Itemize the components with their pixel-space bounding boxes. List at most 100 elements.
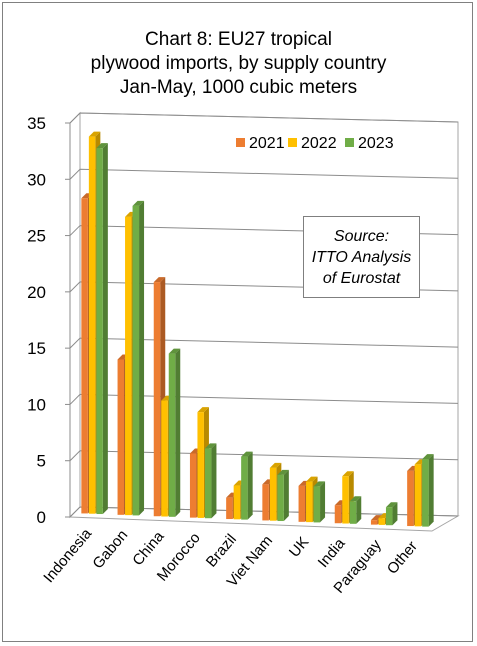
bar-front xyxy=(262,484,269,521)
bar-top xyxy=(204,443,217,449)
bar-front xyxy=(189,453,197,518)
bar-side xyxy=(356,496,362,524)
bar-side xyxy=(211,443,217,519)
legend-swatch xyxy=(288,138,297,147)
bar-front xyxy=(407,470,414,527)
y-tick-label: 25 xyxy=(27,227,46,246)
bar-front xyxy=(81,198,88,514)
bar-front xyxy=(197,412,204,518)
bar-2023 xyxy=(241,451,253,520)
y-tick-label: 5 xyxy=(37,452,46,471)
x-tick-label: Indonesia xyxy=(40,525,95,586)
bar-front xyxy=(153,282,161,517)
chart-title: Chart 8: EU27 tropical plywood imports, … xyxy=(0,28,477,100)
bar-2023 xyxy=(385,502,398,526)
bar-front xyxy=(422,459,429,527)
y-axis: 0 5 10 15 20 25 30 35 xyxy=(27,114,71,527)
bar-side xyxy=(247,451,253,520)
bar-front xyxy=(342,476,349,524)
gridline xyxy=(69,450,459,462)
bar-front xyxy=(117,359,125,515)
bar-side xyxy=(392,502,398,526)
y-tick-label: 30 xyxy=(27,170,46,189)
legend-label: 2021 xyxy=(249,135,285,152)
bars xyxy=(81,131,434,527)
gridline xyxy=(69,506,459,518)
bar-front xyxy=(161,400,168,517)
bar-front xyxy=(306,481,313,523)
legend: 2021 2022 2023 xyxy=(236,135,394,152)
bar-2023 xyxy=(204,443,217,519)
bar-top xyxy=(313,481,326,487)
bar-top xyxy=(241,451,253,457)
bar-side xyxy=(102,143,108,515)
bar-top xyxy=(96,143,108,149)
bar-front xyxy=(125,216,132,516)
chart-title-line-3: Jan-May, 1000 cubic meters xyxy=(119,77,358,98)
bar-front xyxy=(349,501,357,524)
bar-2023 xyxy=(313,481,326,523)
bar-top xyxy=(132,200,145,206)
bar-2023 xyxy=(422,454,434,527)
y-tick-label: 10 xyxy=(27,395,46,414)
bar-2023 xyxy=(168,348,181,517)
bar-top xyxy=(342,471,354,477)
x-tick-label: Gabon xyxy=(89,527,131,572)
bar-top xyxy=(197,407,209,413)
legend-swatch xyxy=(345,138,354,147)
legend-label: 2022 xyxy=(301,135,337,152)
gridline xyxy=(69,337,459,349)
bar-2023 xyxy=(277,469,289,522)
bar-front xyxy=(370,520,378,525)
y-tick-label: 35 xyxy=(27,114,46,133)
bar-top xyxy=(422,454,434,460)
bar-front xyxy=(378,518,385,525)
bar-top xyxy=(370,515,383,521)
bar-front xyxy=(414,464,422,527)
chart-title-line-2: plywood imports, by supply country xyxy=(90,53,387,74)
bar-front xyxy=(277,474,284,522)
gridline xyxy=(69,112,459,124)
x-tick-label: Brazil xyxy=(203,531,240,571)
bar-front xyxy=(233,485,241,520)
source-annotation-line-3: of Eurostat xyxy=(322,270,401,287)
bar-side xyxy=(175,348,181,517)
bar-front xyxy=(313,486,321,523)
bar-side xyxy=(428,454,434,527)
bar-front xyxy=(385,507,393,526)
y-tick-label: 0 xyxy=(37,508,46,527)
bar-front xyxy=(241,456,248,520)
bar-front xyxy=(269,467,277,521)
bar-top xyxy=(306,476,318,482)
bar-top xyxy=(277,469,289,475)
bar-top xyxy=(168,348,181,354)
y-tick-label: 15 xyxy=(27,339,46,358)
bar-top xyxy=(269,462,282,468)
bar-top xyxy=(153,277,166,283)
legend-swatch xyxy=(236,138,245,147)
bar-front xyxy=(298,485,306,522)
bar-side xyxy=(283,469,289,522)
gridline xyxy=(69,168,459,180)
source-annotation-line-2: ITTO Analysis xyxy=(311,249,412,266)
x-tick-label: Other xyxy=(384,538,421,578)
source-annotation: Source: ITTO Analysis of Eurostat xyxy=(303,216,420,298)
bar-front xyxy=(334,505,342,524)
bar-front xyxy=(168,353,176,517)
bar-front xyxy=(88,136,96,514)
bar-2023 xyxy=(96,143,108,515)
chart-title-line-1: Chart 8: EU27 tropical xyxy=(145,29,332,50)
bar-front xyxy=(132,205,140,516)
bar-front xyxy=(204,448,212,519)
bar-front xyxy=(226,497,233,520)
legend-label: 2023 xyxy=(358,135,394,152)
bar-top xyxy=(88,131,101,137)
bar-2023 xyxy=(349,496,362,524)
bar-side xyxy=(320,481,326,523)
gridline xyxy=(69,393,459,405)
bar-front xyxy=(96,148,103,515)
bar-top xyxy=(385,502,398,508)
x-tick-label: UK xyxy=(286,534,312,561)
